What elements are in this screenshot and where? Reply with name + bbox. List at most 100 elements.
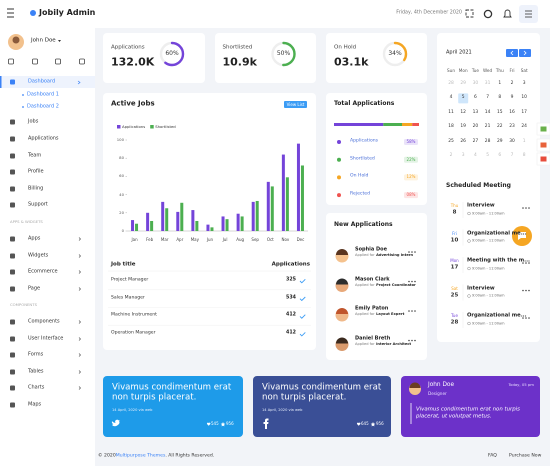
calendar-day: 7 — [486, 95, 489, 101]
calendar-day: 26 — [460, 138, 466, 144]
menu-chevron — [78, 386, 81, 390]
pct-pill — [404, 174, 418, 181]
menu-icon — [10, 269, 15, 275]
more-dot — [414, 339, 416, 342]
chat-icon — [518, 232, 526, 240]
meeting-time: 9:00am - 11:00am — [472, 293, 505, 298]
selected-day — [458, 93, 469, 104]
profile-quote: Vivamus condimentum erat non turpis plac… — [416, 406, 520, 420]
footer-link[interactable]: FAQ — [488, 453, 497, 459]
star-count: 956 — [376, 421, 384, 426]
more-dot — [525, 317, 527, 319]
status-dot — [337, 175, 341, 180]
meeting-day: Mon — [450, 258, 459, 263]
calendar-day: 6 — [473, 95, 477, 101]
footer-text: © 2020 — [98, 453, 116, 459]
menu-icon — [10, 136, 15, 142]
calendar-day: 23 — [509, 123, 515, 129]
card-title: Active Jobs — [111, 99, 155, 108]
meeting-title: Organizational me... — [467, 312, 527, 319]
sidebar-tool-icon — [79, 58, 85, 65]
next-arrow — [523, 50, 527, 56]
bar — [195, 220, 199, 231]
bar — [161, 201, 165, 231]
menu-icon — [10, 369, 15, 375]
calendar-day: 3 — [461, 152, 465, 158]
menu-chevron — [78, 254, 81, 258]
social-meta: 14 April, 2020 via web — [262, 408, 303, 413]
calendar-day: 29 — [497, 138, 503, 144]
prev-arrow — [510, 50, 514, 56]
menu-heading: APPS & WIDGETS — [10, 219, 43, 225]
bar — [206, 224, 210, 231]
meeting-title: Interview — [467, 202, 495, 209]
applicant-role: Layout Expert — [376, 312, 405, 317]
social-meta: 14 April, 2020 via web — [112, 408, 153, 413]
pct-pill — [404, 156, 418, 163]
calendar-day: 28 — [484, 138, 491, 144]
more-dot — [528, 289, 530, 292]
applicant-name: Sophia Doe — [355, 246, 387, 253]
footer-text: . All Rights Reserved. — [165, 453, 215, 459]
bar — [251, 201, 255, 231]
applicant-note: Applied for — [355, 341, 375, 346]
job-title: Project Manager — [111, 277, 149, 283]
social-text: Vivamus condimentum erat non turpis plac… — [112, 382, 232, 403]
stat-label: Shortlisted — [222, 44, 253, 51]
applicant-hair — [336, 249, 348, 255]
app-title: Jobily Admin — [39, 8, 96, 17]
x-tick-label: Sep — [251, 237, 259, 242]
meeting-time: 9:00am - 11:00am — [472, 265, 505, 270]
footer-link[interactable]: Purchase Now — [509, 453, 542, 459]
bar — [255, 200, 259, 231]
calendar-day: 12 — [460, 109, 466, 115]
bar — [135, 223, 139, 231]
menu-icon — [10, 119, 15, 125]
more-dot — [414, 280, 416, 283]
like-count: 545 — [211, 421, 219, 426]
menu-item: Widgets — [28, 252, 49, 259]
job-count: 412 — [285, 330, 296, 336]
menu-icon — [10, 236, 15, 242]
clock-icon — [467, 294, 471, 298]
more-dot — [522, 317, 524, 319]
like-icon — [206, 422, 211, 426]
more-dot — [528, 262, 530, 264]
applicant-hair — [336, 308, 348, 314]
calendar-day: 15 — [497, 109, 503, 115]
ring-value — [382, 41, 408, 67]
user-name: John Doe — [31, 37, 56, 44]
submenu-dot — [22, 94, 24, 96]
applicant-note: Applied for — [355, 253, 375, 258]
x-tick-label: Jul — [222, 237, 228, 242]
applicant-name: Emily Paton — [355, 305, 389, 312]
side-widget-icon — [540, 126, 547, 132]
status-dot — [337, 140, 341, 144]
social-text: Vivamus condimentum erat non turpis plac… — [262, 382, 382, 403]
y-tick-label: 40 — [119, 191, 124, 197]
more-dot — [525, 262, 527, 264]
menu-item: Billing — [28, 185, 44, 192]
bar — [270, 186, 274, 231]
legend-label: Applications — [122, 124, 146, 130]
check-icon — [299, 332, 306, 337]
applicant-hair — [336, 337, 348, 344]
menu-chevron — [78, 320, 81, 324]
x-tick-label: Dec — [296, 237, 305, 242]
calendar-day: 9 — [510, 95, 514, 101]
profile-hair — [409, 382, 421, 388]
logo — [30, 10, 36, 16]
y-tick-label: 100 — [116, 137, 124, 143]
side-widget-icon — [540, 142, 547, 148]
meeting-day: Sat — [451, 285, 458, 291]
meeting-time: 9:00am - 11:00am — [472, 238, 505, 243]
clock-icon — [467, 239, 471, 243]
job-title: Sales Manager — [111, 295, 145, 301]
menu-icon — [10, 352, 15, 358]
ring-value — [271, 41, 296, 67]
menu-icon — [10, 186, 15, 192]
calendar-day: 16 — [509, 109, 515, 115]
calendar-day: 10 — [521, 95, 527, 101]
calendar-day: 25 — [448, 138, 454, 144]
